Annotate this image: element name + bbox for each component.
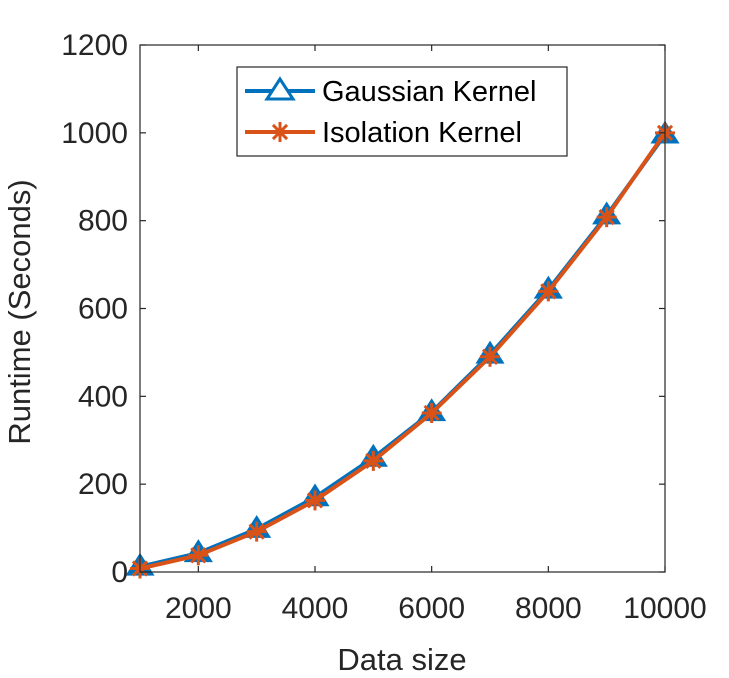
legend-item: Gaussian Kernel <box>245 76 536 108</box>
asterisk-marker <box>596 207 617 228</box>
legend-item: Isolation Kernel <box>245 117 522 149</box>
legend-box <box>236 66 568 157</box>
asterisk-marker <box>305 490 325 511</box>
legend-asterisk-icon <box>270 122 290 142</box>
legend-label: Isolation Kernel <box>322 117 522 149</box>
asterisk-marker <box>188 545 209 566</box>
x-axis-title: Data size <box>337 642 466 677</box>
asterisk-marker <box>246 521 267 542</box>
asterisk-marker <box>480 346 500 367</box>
series-isolation-kernel <box>130 122 675 579</box>
y-tick-label: 0 <box>111 556 128 589</box>
x-tick-label: 2000 <box>165 592 232 625</box>
x-tick-label: 8000 <box>515 592 582 625</box>
asterisk-marker <box>538 281 559 302</box>
y-tick-label: 1200 <box>61 29 128 62</box>
legend: Gaussian Kernel Isolation Kernel <box>236 66 568 157</box>
asterisk-marker <box>421 403 442 424</box>
asterisk-marker <box>363 450 384 471</box>
y-axis-title: Runtime (Seconds) <box>2 179 37 444</box>
legend-label: Gaussian Kernel <box>322 76 536 108</box>
series-layer <box>125 120 680 579</box>
x-tick-label: 6000 <box>398 592 465 625</box>
y-tick-label: 200 <box>78 468 128 501</box>
y-tick-label: 1000 <box>61 117 128 150</box>
y-tick-label: 600 <box>78 293 128 326</box>
x-tick-label: 10000 <box>623 592 706 625</box>
y-tick-label: 400 <box>78 380 128 413</box>
y-axis-ticks: 0 200 400 600 800 1000 1200 <box>61 29 665 589</box>
series-line <box>139 131 667 571</box>
x-tick-label: 4000 <box>282 592 349 625</box>
x-axis-ticks: 2000 4000 6000 8000 10000 <box>165 45 707 625</box>
y-tick-label: 800 <box>78 205 128 238</box>
legend-triangle-icon <box>264 76 296 101</box>
